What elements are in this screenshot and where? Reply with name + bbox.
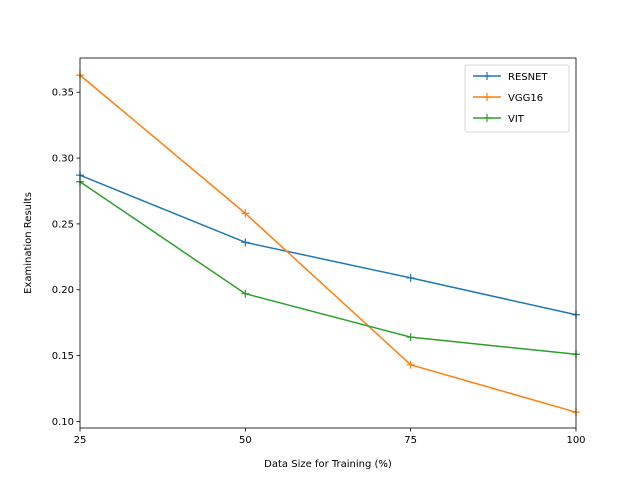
- x-tick-label: 25: [74, 435, 87, 446]
- plot-area: [76, 71, 580, 417]
- data-point-vit: [241, 289, 250, 298]
- series-line-resnet: [79, 174, 577, 316]
- data-point-vgg16: [241, 209, 250, 218]
- y-tick-label: 0.10: [52, 417, 74, 428]
- data-point-vgg16: [406, 360, 415, 369]
- legend-marker-vgg16: [483, 93, 491, 101]
- y-tick-label: 0.15: [52, 351, 74, 362]
- y-tick-label: 0.25: [52, 219, 74, 230]
- series-line-vit: [79, 181, 577, 356]
- legend-label-resnet: RESNET: [508, 72, 548, 83]
- y-tick-label: 0.35: [52, 88, 74, 99]
- legend-label-vit: VIT: [508, 114, 525, 125]
- legend-item-vit: VIT: [473, 114, 525, 125]
- x-tick-label: 75: [404, 435, 417, 446]
- x-tick-label: 100: [566, 435, 585, 446]
- x-axis-label: Data Size for Training (%): [264, 459, 392, 470]
- y-tick-label: 0.30: [52, 154, 74, 165]
- data-point-vit: [406, 333, 415, 342]
- x-tick-label: 50: [239, 435, 252, 446]
- legend-marker-vit: [483, 114, 491, 122]
- axes-frame: [79, 57, 577, 429]
- series-line-vgg16: [79, 74, 577, 413]
- legend-label-vgg16: VGG16: [508, 93, 543, 104]
- y-axis-label: Examination Results: [23, 192, 34, 294]
- y-tick-label: 0.20: [52, 285, 74, 296]
- legend-item-vgg16: VGG16: [473, 93, 543, 104]
- legend-marker-resnet: [483, 72, 491, 80]
- data-point-resnet: [241, 238, 250, 247]
- legend-box: [464, 64, 570, 133]
- legend-item-resnet: RESNET: [473, 72, 548, 83]
- legend: RESNET VGG16 VIT: [464, 64, 570, 133]
- axis-ticks: 25 50 75 100 0.10 0.15 0.20 0.25 0.30 0.35: [52, 88, 586, 446]
- data-point-resnet: [406, 273, 415, 282]
